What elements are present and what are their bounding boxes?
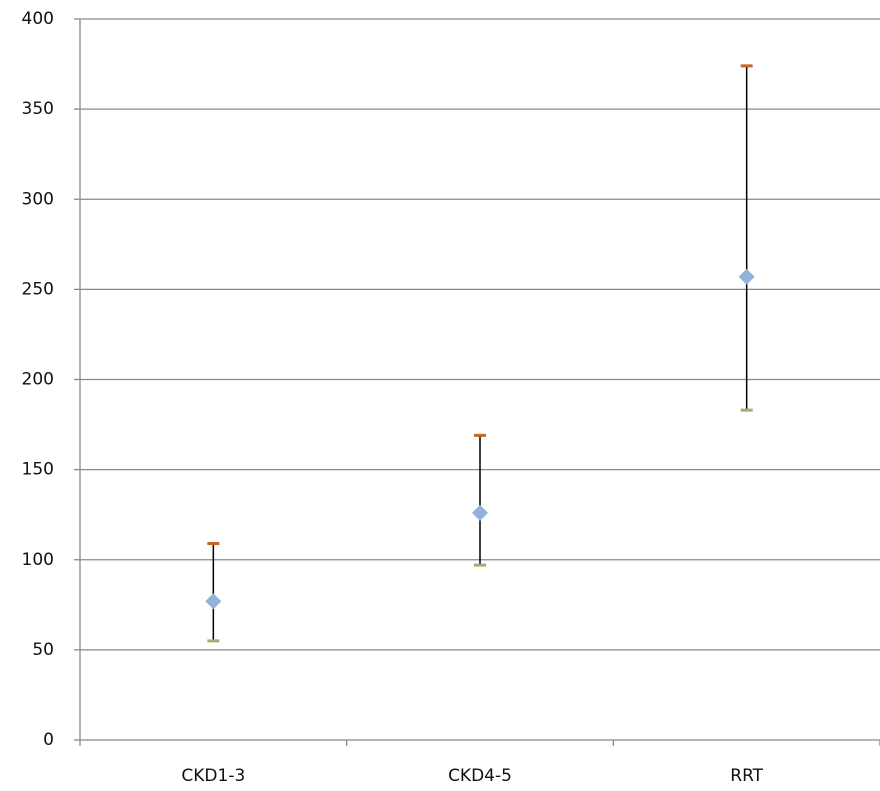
y-tick-label: 400 bbox=[22, 9, 54, 29]
mid-marker bbox=[205, 593, 222, 610]
x-tick-label: CKD1-3 bbox=[181, 766, 245, 786]
y-tick-label: 100 bbox=[22, 550, 54, 570]
x-tick-label: CKD4-5 bbox=[448, 766, 512, 786]
x-tick-label: RRT bbox=[730, 766, 763, 786]
mid-marker bbox=[472, 504, 488, 521]
y-tick-label: 50 bbox=[32, 640, 54, 660]
mid-marker bbox=[738, 268, 755, 285]
y-tick-label: 0 bbox=[43, 730, 54, 750]
y-tick-label: 350 bbox=[22, 99, 54, 119]
y-tick-label: 150 bbox=[22, 460, 54, 480]
y-tick-label: 300 bbox=[22, 189, 54, 209]
y-tick-label: 200 bbox=[22, 370, 54, 390]
y-tick-label: 250 bbox=[22, 279, 54, 299]
